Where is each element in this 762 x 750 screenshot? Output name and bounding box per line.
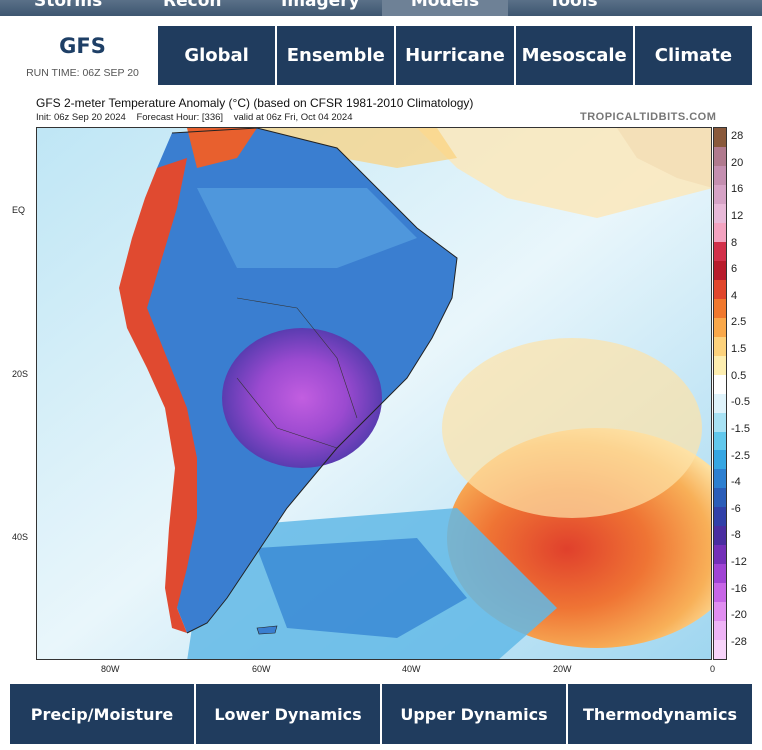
tab-ensemble[interactable]: Ensemble <box>275 26 395 85</box>
site-top-nav: Storms Recon Imagery Models Tools <box>0 0 762 16</box>
colorbar-segment <box>714 165 726 185</box>
colorbar-segment <box>714 222 726 242</box>
forecast-hour: Forecast Hour: [336] <box>136 112 224 123</box>
colorbar-segment <box>714 526 726 546</box>
colorbar-label: 6 <box>731 263 738 276</box>
colorbar-segment <box>714 355 726 375</box>
colorbar-segment <box>714 184 726 204</box>
lon-label-20w: 20W <box>553 664 572 674</box>
colorbar-segment <box>714 317 726 337</box>
category-tabs: Precip/Moisture Lower Dynamics Upper Dyn… <box>10 684 752 744</box>
nav-recon[interactable]: Recon <box>163 0 222 11</box>
colorbar-segment <box>714 279 726 299</box>
valid-time: valid at 06z Fri, Oct 04 2024 <box>233 112 353 123</box>
colorbar <box>713 127 727 660</box>
colorbar-label: -1.5 <box>731 422 750 435</box>
colorbar-segment <box>714 374 726 394</box>
tab-lower-dynamics[interactable]: Lower Dynamics <box>194 684 380 744</box>
lon-label-40w: 40W <box>402 664 421 674</box>
colorbar-label: 8 <box>731 236 738 249</box>
colorbar-segment <box>714 602 726 622</box>
colorbar-label: 1.5 <box>731 343 747 356</box>
map-graphic <box>37 128 711 659</box>
colorbar-label: 16 <box>731 183 744 196</box>
colorbar-segment <box>714 298 726 318</box>
colorbar-label: -2.5 <box>731 449 750 462</box>
colorbar-segment <box>714 621 726 641</box>
region-tabs: Global Ensemble Hurricane Mesoscale Clim… <box>158 26 753 85</box>
colorbar-label: 12 <box>731 209 744 222</box>
tab-upper-dynamics[interactable]: Upper Dynamics <box>380 684 566 744</box>
tab-hurricane[interactable]: Hurricane <box>394 26 514 85</box>
colorbar-segment <box>714 640 726 660</box>
colorbar-segment <box>714 488 726 508</box>
site-credit: TROPICALTIDBITS.COM <box>580 111 717 123</box>
colorbar-label: -20 <box>731 609 747 622</box>
tab-thermodynamics[interactable]: Thermodynamics <box>566 684 752 744</box>
tab-climate[interactable]: Climate <box>632 26 753 85</box>
colorbar-label: -28 <box>731 636 747 648</box>
colorbar-segment <box>714 450 726 470</box>
temperature-anomaly-map[interactable] <box>36 127 712 660</box>
init-time: Init: 06z Sep 20 2024 <box>36 112 126 123</box>
map-subtitle: Init: 06z Sep 20 2024 Forecast Hour: [33… <box>36 112 361 123</box>
colorbar-segment <box>714 564 726 584</box>
tab-global[interactable]: Global <box>158 26 276 85</box>
colorbar-label: -0.5 <box>731 396 750 409</box>
colorbar-segment <box>714 412 726 432</box>
colorbar-segment <box>714 260 726 280</box>
nav-tools[interactable]: Tools <box>549 0 598 11</box>
colorbar-segment <box>714 507 726 527</box>
nav-imagery[interactable]: Imagery <box>281 0 360 11</box>
lat-label-eq: EQ <box>12 205 26 215</box>
colorbar-label: -16 <box>731 582 747 595</box>
lon-label-0: 0 <box>710 664 716 674</box>
colorbar-label: 4 <box>731 289 738 302</box>
colorbar-segment <box>714 241 726 261</box>
model-header: GFS RUN TIME: 06Z SEP 20 <box>12 28 153 84</box>
colorbar-label: 20 <box>731 156 744 169</box>
nav-storms[interactable]: Storms <box>34 0 103 11</box>
colorbar-label: 28 <box>731 130 744 142</box>
colorbar-segment <box>714 431 726 451</box>
tab-precip-moisture[interactable]: Precip/Moisture <box>10 684 194 744</box>
colorbar-label: -8 <box>731 529 741 542</box>
map-title: GFS 2-meter Temperature Anomaly (°C) (ba… <box>36 96 474 110</box>
nav-models[interactable]: Models <box>382 0 508 16</box>
tab-mesoscale[interactable]: Mesoscale <box>513 26 633 85</box>
lon-label-60w: 60W <box>252 664 271 674</box>
colorbar-segment <box>714 393 726 413</box>
colorbar-segment <box>714 203 726 223</box>
colorbar-label: 2.5 <box>731 316 747 329</box>
lon-label-80w: 80W <box>101 664 120 674</box>
colorbar-segment <box>714 545 726 565</box>
colorbar-segment <box>714 469 726 489</box>
colorbar-label: -6 <box>731 502 741 515</box>
colorbar-label: 0.5 <box>731 369 747 382</box>
lat-label-40s: 40S <box>12 532 29 542</box>
colorbar-segment <box>714 583 726 603</box>
colorbar-segment <box>714 336 726 356</box>
colorbar-label: -4 <box>731 476 741 489</box>
lat-label-20s: 20S <box>12 369 29 379</box>
colorbar-segment <box>714 146 726 166</box>
colorbar-segment <box>714 128 726 147</box>
colorbar-label: -12 <box>731 556 747 569</box>
run-time: RUN TIME: 06Z SEP 20 <box>26 67 139 79</box>
model-name[interactable]: GFS <box>59 34 106 58</box>
